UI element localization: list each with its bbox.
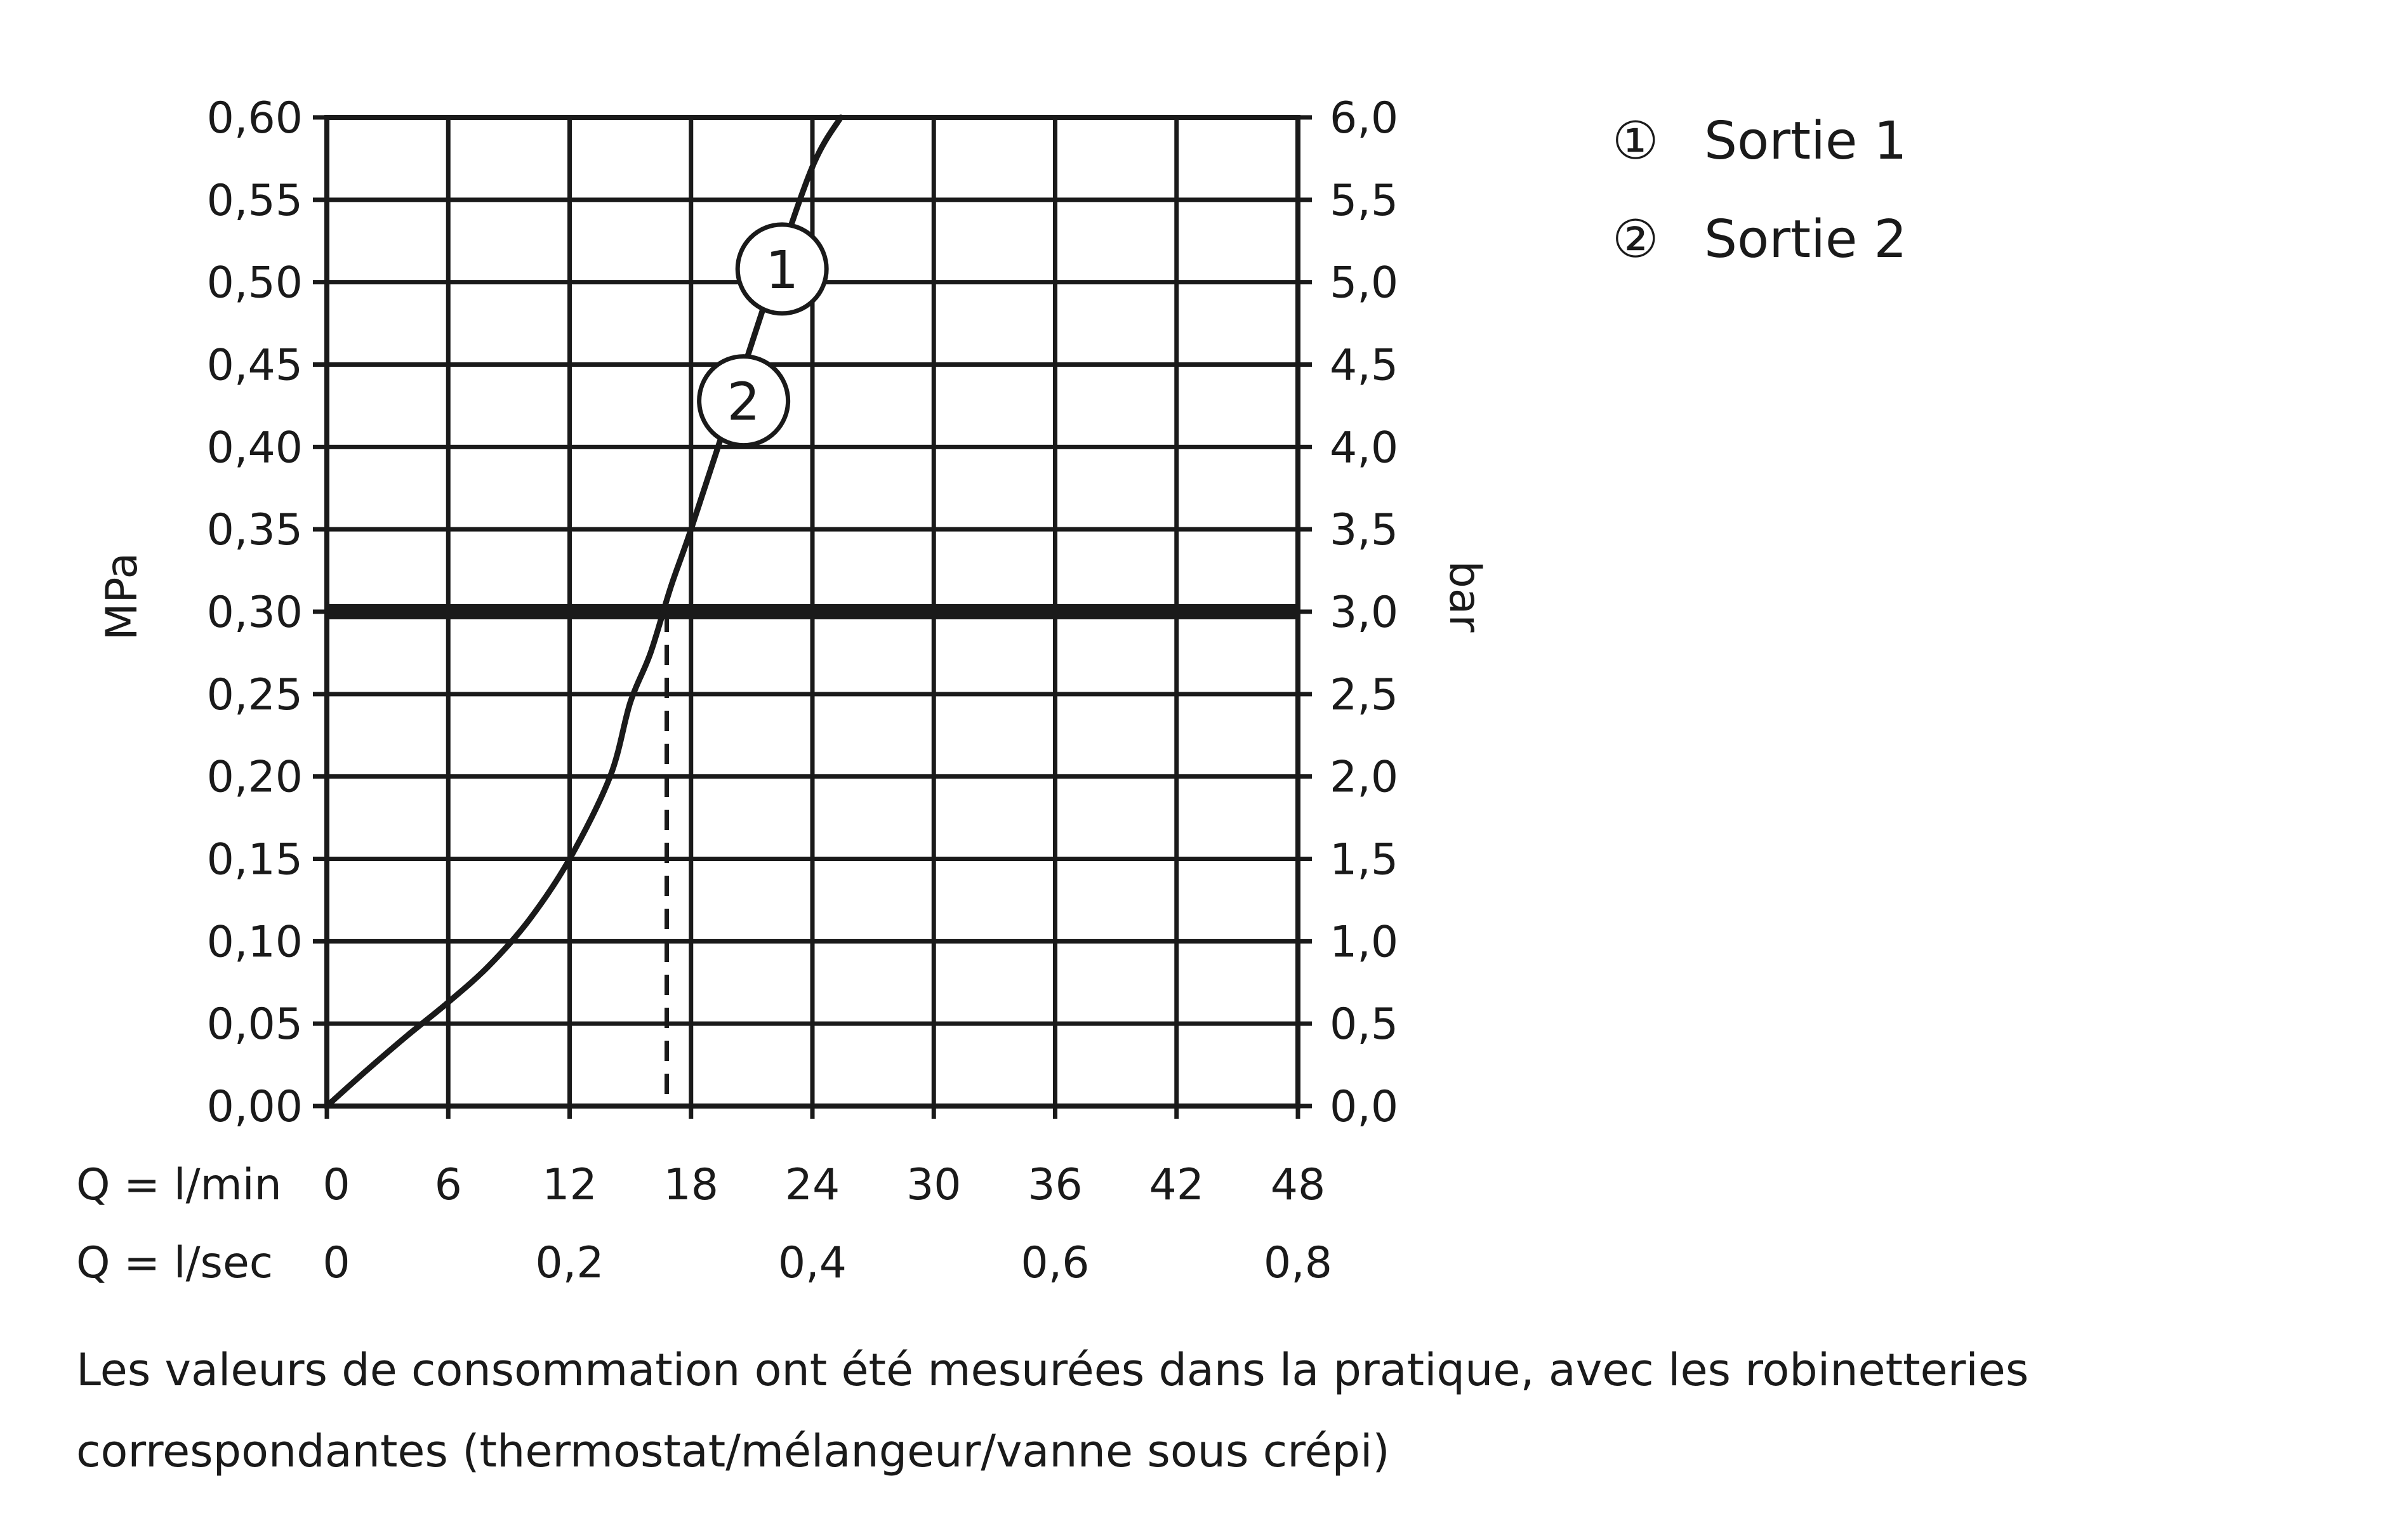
x-axis-row1-title: Q = l/min	[76, 1160, 282, 1210]
chart-ticks	[313, 115, 1312, 1119]
legend-marker-1: ①	[1612, 111, 1659, 171]
y-tick-label-bar: 2,0	[1330, 753, 1398, 803]
y-tick-label-bar: 6,0	[1330, 93, 1398, 143]
y-tick-label-mpa: 0,25	[207, 670, 303, 720]
y-tick-label-mpa: 0,40	[207, 423, 303, 473]
pressure-flow-chart: 12 0,00 0,00,05 0,50,10 1,00,15 1,50,20 2,00,…	[76, 93, 1907, 1288]
series-marker-label-1: 1	[765, 240, 798, 301]
y-axis-left-title: MPa	[97, 553, 147, 640]
x-tick-label-lsec: 0,8	[1264, 1238, 1332, 1288]
legend-item-2: ② Sortie 2	[1612, 209, 1907, 270]
legend-item-1: ① Sortie 1	[1612, 111, 1907, 171]
reference-line-group	[327, 604, 1298, 1106]
legend-marker-2: ②	[1612, 209, 1659, 270]
y-tick-label-bar: 0,5	[1330, 999, 1398, 1050]
axis-labels-group: 0,00 0,00,05 0,50,10 1,00,15 1,50,20 2,00,25 2…	[207, 93, 1399, 1288]
y-tick-label-bar: 4,0	[1330, 423, 1398, 473]
x-tick-label-lsec: 0,2	[535, 1238, 604, 1288]
x-tick-label-lsec: 0,4	[778, 1238, 847, 1288]
legend-label-2: Sortie 2	[1704, 209, 1907, 270]
y-tick-label-mpa: 0,15	[207, 835, 303, 885]
curve-group: 12	[324, 114, 844, 1109]
y-tick-label-bar: 4,5	[1330, 341, 1398, 391]
y-tick-label-bar: 5,0	[1330, 258, 1398, 308]
y-tick-label-mpa: 0,50	[207, 258, 303, 308]
y-tick-label-bar: 3,0	[1330, 588, 1398, 638]
legend-label-1: Sortie 1	[1704, 111, 1907, 171]
footnote: Les valeurs de consommation ont été mesu…	[76, 1329, 2171, 1492]
y-tick-label-bar: 1,0	[1330, 917, 1398, 967]
y-tick-label-mpa: 0,05	[207, 999, 303, 1050]
y-tick-label-mpa: 0,55	[207, 176, 303, 226]
x-tick-label-lsec: 0	[322, 1238, 350, 1288]
y-tick-label-bar: 2,5	[1330, 670, 1398, 720]
y-tick-label-bar: 1,5	[1330, 835, 1398, 885]
y-tick-label-bar: 0,0	[1330, 1082, 1398, 1132]
y-tick-label-mpa: 0,00	[207, 1082, 303, 1132]
y-tick-label-bar: 5,5	[1330, 176, 1398, 226]
x-tick-label-lmin: 0	[322, 1160, 350, 1210]
x-tick-label-lmin: 24	[785, 1160, 840, 1210]
legend: ① Sortie 1 ② Sortie 2	[1612, 111, 1907, 270]
x-tick-label-lmin: 42	[1149, 1160, 1204, 1210]
x-tick-label-lmin: 36	[1028, 1160, 1083, 1210]
x-tick-label-lmin: 48	[1271, 1160, 1326, 1210]
x-tick-label-lmin: 18	[663, 1160, 718, 1210]
y-tick-label-bar: 3,5	[1330, 505, 1398, 555]
y-tick-label-mpa: 0,60	[207, 93, 303, 143]
y-tick-label-mpa: 0,20	[207, 753, 303, 803]
footnote-line-2: correspondantes (thermostat/mélangeur/va…	[76, 1425, 1390, 1477]
footnote-line-1: Les valeurs de consommation ont été mesu…	[76, 1344, 2029, 1396]
x-tick-label-lsec: 0,6	[1021, 1238, 1089, 1288]
y-axis-right-title: bar	[1439, 561, 1490, 633]
x-tick-label-lmin: 12	[542, 1160, 597, 1210]
y-tick-label-mpa: 0,10	[207, 917, 303, 967]
y-tick-label-mpa: 0,35	[207, 505, 303, 555]
x-tick-label-lmin: 6	[435, 1160, 462, 1210]
x-axis-row2-title: Q = l/sec	[76, 1238, 273, 1288]
series-marker-circle-2	[697, 354, 791, 448]
series-marker-label-2: 2	[727, 372, 760, 433]
y-tick-label-mpa: 0,45	[207, 341, 303, 391]
series-marker-circle-1	[735, 222, 829, 316]
x-tick-label-lmin: 30	[906, 1160, 962, 1210]
series-curve-2	[324, 114, 844, 1109]
y-tick-label-mpa: 0,30	[207, 588, 303, 638]
